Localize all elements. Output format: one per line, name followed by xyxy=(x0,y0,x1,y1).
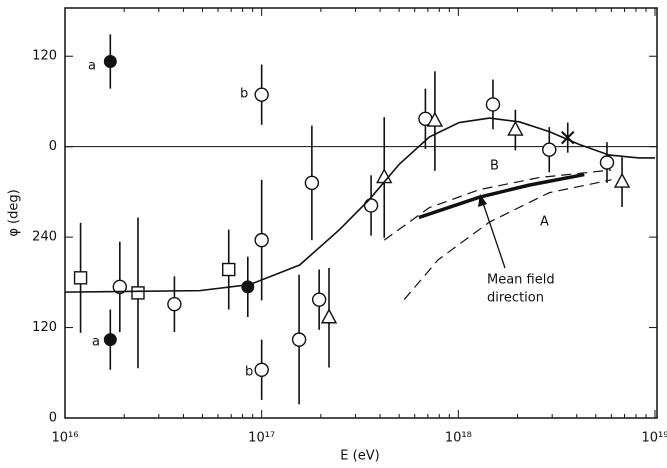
point xyxy=(291,332,307,347)
point xyxy=(304,175,320,191)
x-tick-label: 10¹⁶ xyxy=(52,431,79,446)
x-tick-label: 10¹⁹ xyxy=(642,431,667,446)
point xyxy=(507,120,524,136)
point xyxy=(485,97,501,112)
curve xyxy=(383,169,612,241)
annotation: a xyxy=(88,59,96,74)
annotation: Mean field xyxy=(487,273,555,288)
point xyxy=(103,55,117,69)
annotation: A xyxy=(540,215,549,230)
point xyxy=(613,172,631,188)
point xyxy=(320,308,338,324)
annotation: b xyxy=(240,87,248,102)
x-tick-label: 10¹⁸ xyxy=(445,431,472,446)
point xyxy=(254,232,269,248)
y-tick-label: 120 xyxy=(32,49,57,64)
x-tick-label: 10¹⁷ xyxy=(248,431,275,446)
y-tick-label: 240 xyxy=(32,230,57,245)
arrow-line xyxy=(481,199,506,269)
y-axis-label: φ (deg) xyxy=(7,189,22,236)
point xyxy=(241,280,255,294)
point xyxy=(103,333,117,347)
annotation: B xyxy=(490,159,499,174)
point xyxy=(222,262,236,277)
point xyxy=(167,296,182,312)
annotation: direction xyxy=(487,291,544,306)
point xyxy=(73,271,88,285)
point xyxy=(112,279,128,295)
point xyxy=(254,362,269,377)
point xyxy=(311,292,327,307)
arrow-head xyxy=(478,194,487,207)
point xyxy=(426,111,444,127)
point xyxy=(599,155,615,170)
plot-frame xyxy=(64,7,658,419)
curve xyxy=(64,117,655,293)
x-axis-label: E (eV) xyxy=(340,449,379,464)
point xyxy=(131,286,145,300)
annotation: b xyxy=(245,365,253,380)
point xyxy=(254,87,269,102)
y-tick-label: 0 xyxy=(49,411,57,426)
curve xyxy=(418,172,585,220)
annotation: a xyxy=(92,335,100,350)
y-tick-label: 120 xyxy=(32,320,57,335)
point xyxy=(363,198,379,213)
y-tick-label: 0 xyxy=(49,139,57,154)
point xyxy=(542,142,557,157)
